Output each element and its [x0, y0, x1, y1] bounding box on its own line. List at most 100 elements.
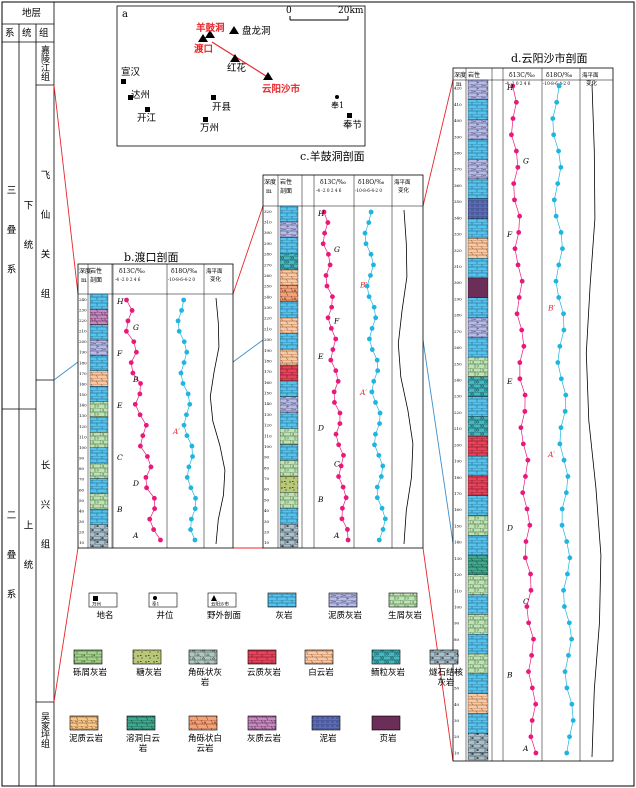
d18o-point	[181, 297, 187, 303]
d18o-point	[564, 685, 570, 691]
depth-tick: 210	[264, 326, 272, 331]
d18o-point	[179, 308, 184, 313]
legend-label-dissol_dol: 溶洞白云岩	[125, 734, 160, 754]
d13c-point	[140, 433, 146, 439]
d13c-point	[151, 527, 157, 532]
d18o-point	[380, 527, 386, 532]
depth-tick: 240	[454, 377, 462, 382]
d18o-point	[561, 327, 567, 333]
system-permian: 二叠系	[4, 510, 16, 629]
series-lower: 下统	[21, 200, 33, 279]
depth-tick: 390	[454, 134, 462, 139]
event-label-A: A	[333, 531, 340, 540]
d18o-point	[368, 273, 373, 278]
d13c-point	[514, 311, 520, 317]
legend-swatch-limestone	[267, 592, 297, 608]
d18o-point	[554, 99, 560, 105]
d18o-point	[374, 484, 380, 490]
d13c-point	[335, 378, 341, 384]
d18o-point	[562, 604, 567, 609]
litho-bed-dol_ls	[467, 436, 489, 457]
depth-tick: 370	[454, 167, 462, 172]
legend-swatch-marly_dol	[69, 715, 99, 731]
depth-tick: 60	[79, 487, 85, 492]
litho-bed-bio_ls	[89, 401, 109, 418]
legend-sym-text: 奉1	[152, 601, 159, 608]
depth-tick: 160	[454, 507, 462, 512]
litho-bed-limestone	[467, 495, 489, 516]
depth-tick: 10	[264, 540, 270, 545]
depth-tick: 300	[264, 230, 272, 235]
event-label-A: A	[132, 531, 139, 540]
d18o-point	[560, 246, 565, 252]
d13c-point	[510, 116, 516, 121]
depth-tick: 40	[264, 508, 270, 513]
litho-bed-shale	[467, 277, 489, 298]
litho-bed-bio_ls	[467, 574, 489, 595]
litho-bed-limestone	[89, 355, 109, 372]
d13c-point	[131, 339, 137, 345]
d18o-point	[372, 442, 377, 448]
d18o-point	[368, 209, 374, 215]
formation-jialingjiang: 嘉陵江组	[39, 45, 49, 81]
legend-swatch-mudstone	[311, 715, 341, 731]
legend-label-dolomite: 白云岩	[308, 668, 334, 678]
event-label-A: A	[522, 744, 529, 753]
event-label-F: F	[506, 230, 513, 239]
correlation-lines	[53, 79, 454, 762]
litho-bed-marly_ls	[467, 119, 489, 140]
map-label-dukou: 渡口	[194, 44, 214, 55]
d13c-point	[517, 360, 523, 365]
litho-bed-flint	[279, 523, 299, 541]
d18o-point	[188, 516, 194, 522]
d18o-header: δ18O/‰	[546, 72, 572, 79]
litho-bed-dolomite	[279, 317, 299, 334]
event-label-F: F	[333, 316, 340, 325]
event-label-D: D	[506, 524, 513, 533]
d13c-point	[512, 246, 518, 252]
depth-tick: 260	[454, 345, 462, 350]
d13c-scale: -4 -2 0 2 4 6	[115, 277, 141, 282]
legend-swatch-oolitic	[371, 649, 401, 665]
d13c-point	[337, 410, 343, 416]
d18o-point	[558, 230, 564, 235]
legend-label-limestone: 灰岩	[275, 611, 293, 621]
depth-tick: 150	[454, 523, 462, 528]
litho-bed-marly_ls	[467, 79, 489, 100]
honghua-marker	[230, 54, 240, 62]
depth-tick: 180	[264, 358, 272, 363]
litho-bed-marly_ls	[279, 396, 299, 413]
d13c-curve	[511, 85, 537, 754]
litho-bed-dolomite	[279, 269, 299, 286]
legend-swatch-dissol_dol	[126, 715, 156, 731]
litho-bed-flint	[467, 733, 489, 754]
d18o-point	[184, 412, 189, 418]
d13c-point	[333, 431, 339, 437]
litho-bed-limestone	[279, 444, 299, 461]
legend-swatch-calc_dol	[247, 715, 277, 731]
d18o-point	[369, 347, 375, 352]
map-label-kaijiang: 开江	[137, 113, 157, 124]
d18o-point	[175, 318, 181, 324]
event-label-E: E	[317, 352, 324, 361]
d18o-point	[569, 701, 575, 707]
yanggudong-marker	[205, 30, 215, 38]
d18o-point	[184, 349, 190, 355]
d13c-point	[509, 132, 514, 138]
legend-swatch-rud_ls	[73, 649, 103, 665]
d13c-point	[522, 392, 528, 398]
legend-label-breccia_dol: 角砾状白云岩	[187, 734, 222, 754]
d13c-point	[526, 620, 532, 626]
d13c-point	[144, 485, 149, 491]
d13c-point	[338, 463, 344, 469]
d18o-point	[366, 294, 372, 300]
d18o-scale: -10-8-6-4-2 0	[543, 81, 570, 86]
depth-header: 深度	[79, 267, 91, 275]
map-label-dazhou: 达州	[131, 90, 151, 101]
depth-tick: 200	[79, 339, 87, 344]
d13c-point	[147, 516, 153, 522]
depth-tick: 160	[79, 381, 87, 386]
depth-tick: 150	[79, 392, 87, 397]
